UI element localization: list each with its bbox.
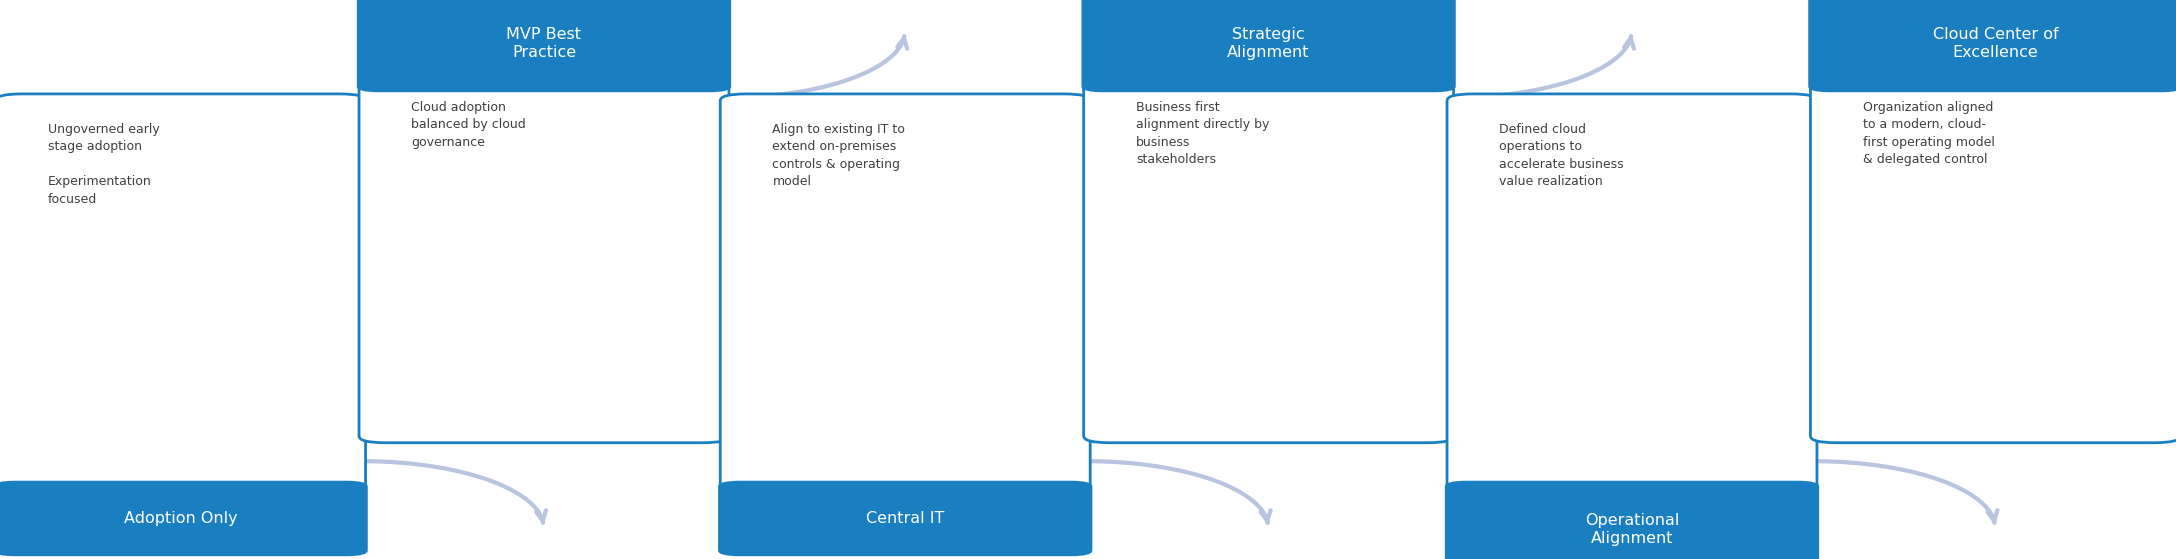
Text: Adoption Only: Adoption Only [124, 511, 237, 526]
FancyBboxPatch shape [0, 481, 368, 556]
Text: Align to existing IT to
extend on-premises
controls & operating
model: Align to existing IT to extend on-premis… [772, 123, 905, 188]
FancyBboxPatch shape [0, 94, 366, 493]
Text: Organization aligned
to a modern, cloud-
first operating model
& delegated contr: Organization aligned to a modern, cloud-… [1863, 101, 1995, 166]
FancyBboxPatch shape [1445, 481, 1819, 559]
Text: Operational
Alignment: Operational Alignment [1584, 513, 1680, 546]
FancyBboxPatch shape [1808, 0, 2176, 92]
FancyBboxPatch shape [718, 481, 1092, 556]
Text: Ungoverned early
stage adoption

Experimentation
focused: Ungoverned early stage adoption Experime… [48, 123, 159, 206]
Text: Central IT: Central IT [866, 511, 944, 526]
Text: MVP Best
Practice: MVP Best Practice [507, 27, 581, 60]
FancyBboxPatch shape [720, 94, 1090, 493]
Text: Defined cloud
operations to
accelerate business
value realization: Defined cloud operations to accelerate b… [1499, 123, 1623, 188]
Text: Business first
alignment directly by
business
stakeholders: Business first alignment directly by bus… [1136, 101, 1269, 166]
FancyBboxPatch shape [1081, 0, 1456, 92]
FancyBboxPatch shape [1447, 94, 1817, 493]
FancyBboxPatch shape [359, 66, 729, 443]
FancyBboxPatch shape [1084, 66, 1454, 443]
Text: Cloud adoption
balanced by cloud
governance: Cloud adoption balanced by cloud governa… [411, 101, 527, 149]
Text: Strategic
Alignment: Strategic Alignment [1227, 27, 1310, 60]
FancyBboxPatch shape [1810, 66, 2176, 443]
FancyBboxPatch shape [357, 0, 731, 92]
Text: Cloud Center of
Excellence: Cloud Center of Excellence [1932, 27, 2058, 60]
